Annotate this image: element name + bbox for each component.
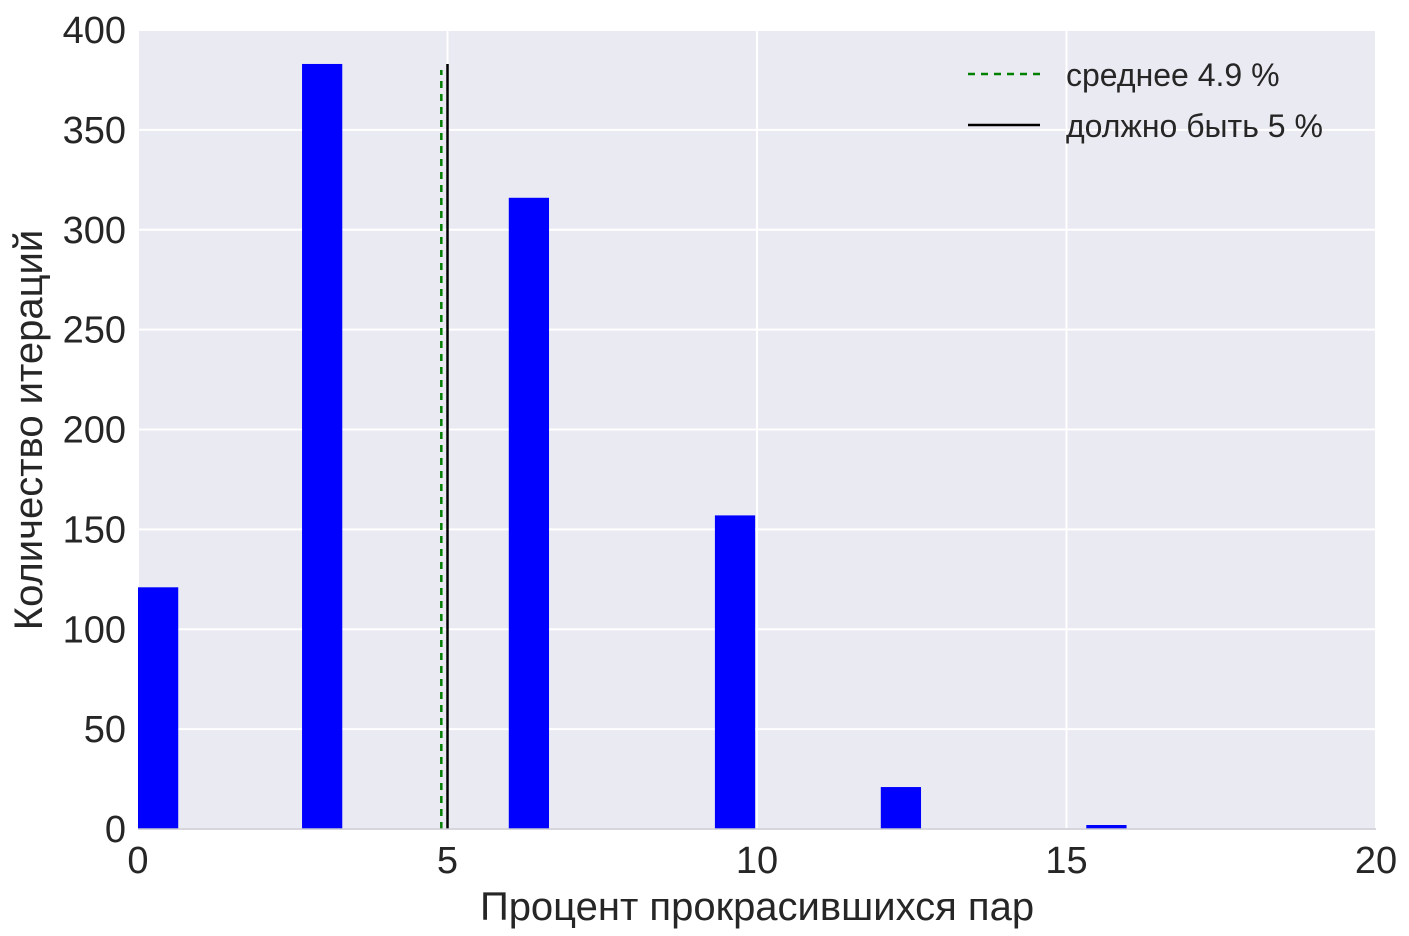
- y-tick-label: 300: [63, 210, 126, 252]
- bars: [138, 63, 1127, 830]
- x-tick-label: 20: [1355, 840, 1397, 882]
- y-tick-label: 350: [63, 110, 126, 152]
- y-tick-label: 0: [105, 809, 126, 851]
- y-tick-label: 250: [63, 310, 126, 352]
- legend-label-mean: среднее 4.9 %: [1066, 57, 1280, 93]
- y-tick-label: 400: [63, 10, 126, 52]
- y-tick-label: 50: [84, 709, 126, 751]
- y-tick-label: 100: [63, 609, 126, 651]
- y-tick-labels: 0 50 100 150 200 250 300 350 400: [63, 10, 126, 851]
- x-axis-label: Процент прокрасившихся пар: [480, 885, 1034, 929]
- x-tick-label: 10: [736, 840, 778, 882]
- histogram-bar: [302, 63, 343, 829]
- histogram-bar: [880, 787, 922, 829]
- histogram-bar: [1086, 825, 1127, 829]
- histogram-bar: [714, 515, 756, 829]
- legend-label-expected: должно быть 5 %: [1066, 108, 1323, 144]
- y-tick-label: 150: [63, 509, 126, 551]
- y-tick-label: 200: [63, 410, 126, 452]
- x-tick-label: 0: [127, 840, 148, 882]
- x-tick-label: 15: [1045, 840, 1087, 882]
- y-axis-label: Количество итераций: [7, 230, 51, 630]
- legend: среднее 4.9 % должно быть 5 %: [968, 57, 1323, 144]
- reference-lines: [440, 63, 449, 829]
- histogram-bar: [508, 197, 550, 830]
- histogram-bar: [138, 587, 179, 829]
- x-tick-labels: 0 5 10 15 20: [127, 840, 1397, 882]
- gridlines: [137, 29, 1377, 830]
- x-tick-label: 5: [437, 840, 458, 882]
